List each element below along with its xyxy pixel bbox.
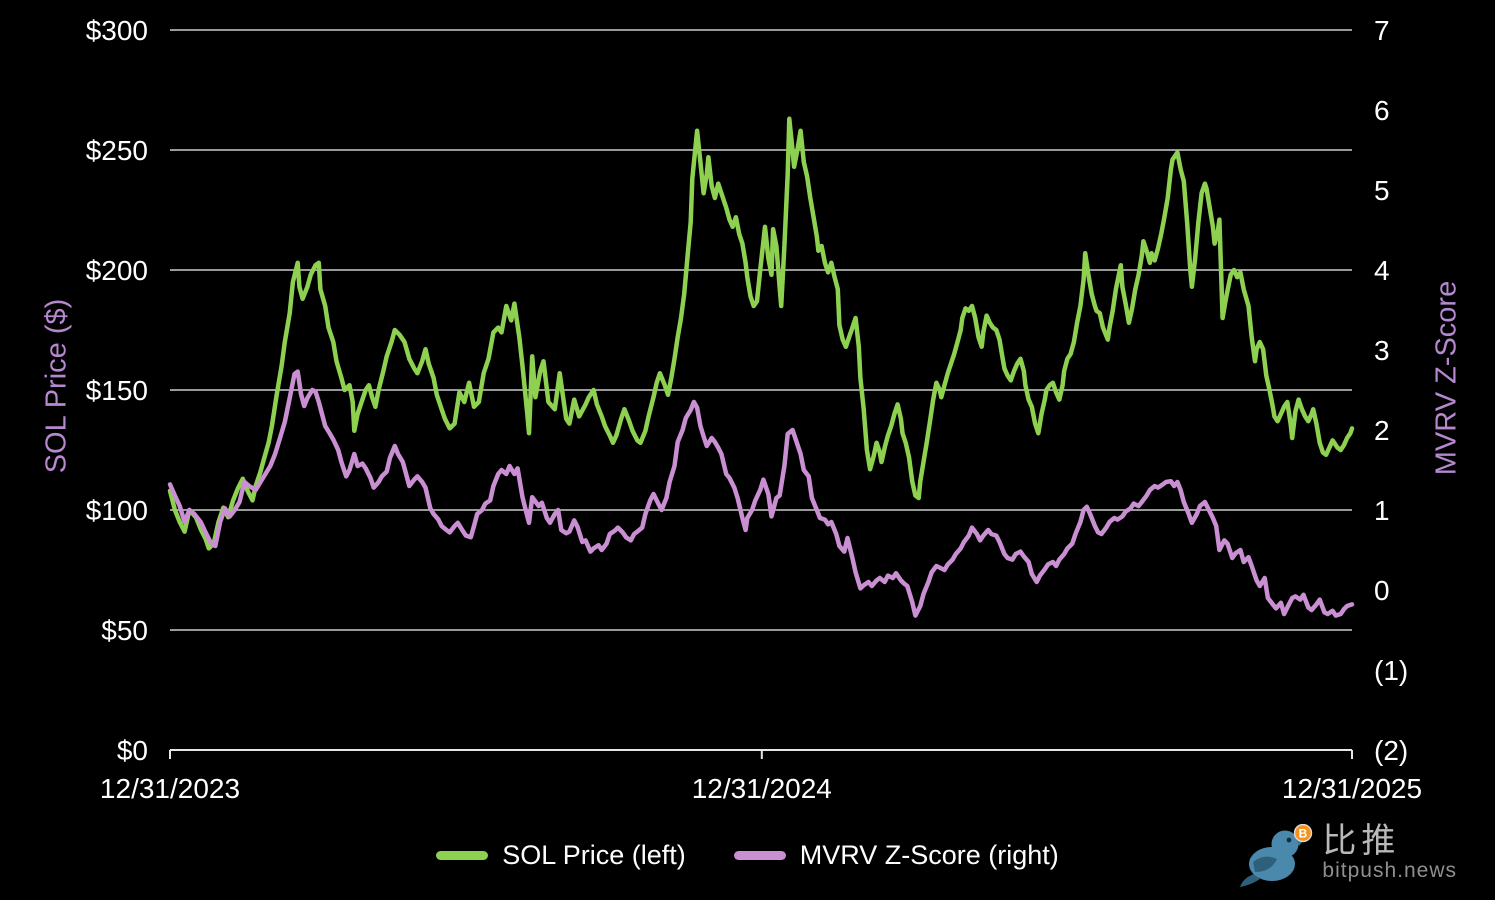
series-line-sol-price (167, 116, 1355, 551)
y-right-tick-label: 2 (1374, 415, 1390, 446)
x-tick-label: 12/31/2023 (100, 773, 240, 804)
y-right-tick-label: 6 (1374, 95, 1390, 126)
twitter-bird-icon: B (1240, 824, 1313, 887)
svg-text:B: B (1299, 827, 1308, 841)
watermark-domain: bitpush.news (1322, 858, 1457, 882)
y-right-tick-label: 3 (1374, 335, 1390, 366)
y-left-tick-label: $100 (86, 495, 148, 526)
left-axis-title: SOL Price ($) (40, 298, 73, 474)
bitpush-watermark: B 比推 bitpush.news (1240, 822, 1457, 890)
bitcoin-coin-icon: B (1294, 824, 1313, 843)
y-left-tick-label: $250 (86, 135, 148, 166)
y-left-tick-label: $150 (86, 375, 148, 406)
series-line-mvrv (167, 369, 1355, 618)
legend: SOL Price (left) MVRV Z-Score (right) (0, 840, 1495, 871)
y-right-tick-label: 1 (1374, 495, 1390, 526)
x-tick-label: 12/31/2025 (1282, 773, 1422, 804)
y-right-tick-label: 7 (1374, 15, 1390, 46)
legend-item-sol-price: SOL Price (left) (436, 840, 686, 871)
y-left-tick-label: $50 (101, 615, 148, 646)
y-right-tick-label: 5 (1374, 175, 1390, 206)
legend-swatch-mvrv (733, 851, 786, 860)
y-left-tick-label: $0 (117, 735, 148, 766)
watermark-brand: 比推 (1322, 822, 1401, 860)
y-right-tick-label: (1) (1374, 655, 1408, 686)
y-left-tick-label: $300 (86, 15, 148, 46)
legend-label-mvrv: MVRV Z-Score (right) (799, 840, 1059, 870)
x-tick-label: 12/31/2024 (692, 773, 832, 804)
legend-item-mvrv: MVRV Z-Score (right) (733, 840, 1059, 871)
y-right-tick-label: (2) (1374, 735, 1408, 766)
legend-swatch-sol-price (436, 851, 489, 860)
y-left-tick-label: $200 (86, 255, 148, 286)
right-axis-title: MVRV Z-Score (1430, 280, 1463, 476)
y-right-tick-label: 0 (1374, 575, 1390, 606)
legend-label-sol-price: SOL Price (left) (502, 840, 686, 870)
y-right-tick-label: 4 (1374, 255, 1390, 286)
